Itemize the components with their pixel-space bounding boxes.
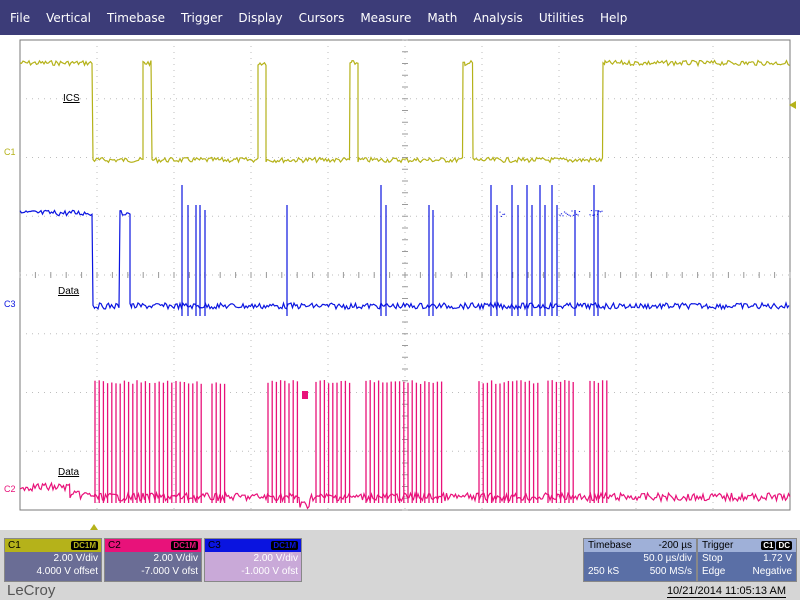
menu-help[interactable]: Help [599, 10, 628, 25]
c1-descriptor-name: C1 [8, 540, 21, 551]
c2-vdiv: 2.00 V/div [153, 553, 198, 564]
trigger-position-arrow-icon [90, 524, 98, 530]
menu-cursors[interactable]: Cursors [298, 10, 345, 25]
c3-descriptor[interactable]: C3 DC1M 2.00 V/div -1.000 V ofst [204, 538, 302, 582]
menu-math[interactable]: Math [427, 10, 458, 25]
menu-analysis[interactable]: Analysis [473, 10, 523, 25]
waveform-canvas[interactable] [0, 35, 800, 530]
trigger-mode: Stop [702, 553, 723, 564]
menu-trigger[interactable]: Trigger [181, 10, 223, 25]
menu-display[interactable]: Display [238, 10, 283, 25]
c2-descriptor[interactable]: C2 DC1M 2.00 V/div -7.000 V ofst [104, 538, 202, 582]
c3-marker: C3 [4, 299, 16, 309]
c2-trace-label: Data [58, 467, 80, 478]
menu-bar: File Vertical Timebase Trigger Display C… [0, 0, 800, 35]
c2-coupling-badge: DC1M [171, 541, 198, 550]
c1-descriptor[interactable]: C1 DC1M 2.00 V/div 4.000 V offset [4, 538, 102, 582]
c3-descriptor-name: C3 [208, 540, 221, 551]
menu-measure[interactable]: Measure [360, 10, 412, 25]
c2-marker: C2 [4, 484, 16, 494]
trigger-descriptor[interactable]: Trigger C1 DC Stop 1.72 V Edge Negative [697, 538, 797, 582]
menu-utilities[interactable]: Utilities [538, 10, 584, 25]
trigger-coupling-badge: DC [776, 541, 792, 550]
c1-vdiv: 2.00 V/div [53, 553, 98, 564]
trigger-slope: Negative [752, 566, 792, 577]
c3-trace-label: Data [58, 286, 80, 297]
trigger-title: Trigger [702, 540, 734, 551]
menu-timebase[interactable]: Timebase [107, 10, 165, 25]
timebase-tdiv: 50.0 µs/div [643, 553, 692, 564]
timebase-title: Timebase [588, 540, 632, 551]
timebase-samples: 250 kS [588, 566, 620, 577]
trigger-level-arrow-icon [789, 101, 796, 109]
timestamp: 10/21/2014 11:05:13 AM [666, 585, 786, 598]
c1-coupling-badge: DC1M [71, 541, 98, 550]
trigger-level: 1.72 V [763, 553, 792, 564]
c3-waveform [19, 209, 790, 311]
c1-trace-label: ICS [63, 93, 80, 104]
c3-offset: -1.000 V ofst [241, 566, 298, 577]
menu-vertical[interactable]: Vertical [46, 10, 92, 25]
c1-marker: C1 [4, 147, 16, 157]
menu-file[interactable]: File [10, 10, 31, 25]
trigger-channel-badge: C1 [761, 541, 776, 550]
c1-waveform [19, 59, 790, 164]
c1-offset: 4.000 V offset [36, 566, 98, 577]
c3-coupling-badge: DC1M [271, 541, 298, 550]
trigger-type: Edge [702, 566, 726, 577]
c2-descriptor-name: C2 [108, 540, 121, 551]
status-panel: C1 DC1M 2.00 V/div 4.000 V offset C2 DC1… [0, 530, 800, 600]
c2-glitch [302, 391, 308, 399]
waveform-display[interactable]: C1 C3 C2 ICS Data Data [0, 35, 800, 530]
c3-vdiv: 2.00 V/div [253, 553, 298, 564]
timebase-descriptor[interactable]: Timebase -200 µs 50.0 µs/div 250 kS 500 … [583, 538, 697, 582]
c2-offset: -7.000 V ofst [141, 566, 198, 577]
brand-logo: LeCroy [7, 582, 56, 599]
timebase-delay: -200 µs [658, 540, 692, 551]
timebase-rate: 500 MS/s [649, 566, 692, 577]
